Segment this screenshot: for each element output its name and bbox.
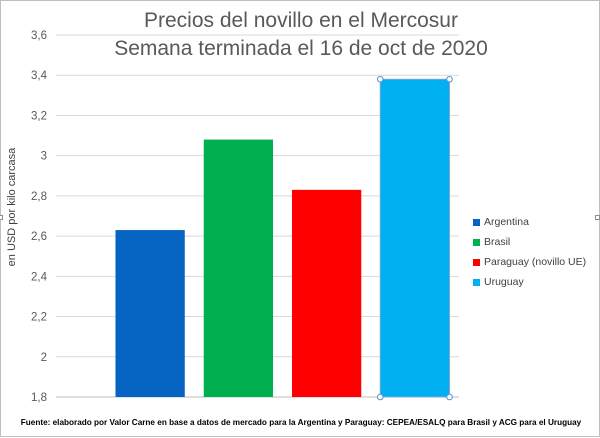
y-tick-label: 3,4 bbox=[31, 70, 48, 82]
legend-label: Argentina bbox=[484, 216, 529, 228]
resize-handle-left[interactable] bbox=[0, 215, 3, 220]
legend-label: Brasil bbox=[484, 236, 511, 248]
legend-label: Paraguay (novillo UE) bbox=[484, 256, 587, 268]
bar-brasil[interactable] bbox=[203, 139, 274, 398]
bar-uruguay[interactable] bbox=[379, 78, 451, 398]
chart-subtitle: Semana terminada el 16 de oct de 2020 bbox=[114, 37, 488, 60]
legend-swatch bbox=[473, 278, 480, 286]
selection-handle[interactable] bbox=[446, 75, 453, 83]
y-tick-label: 2 bbox=[41, 352, 47, 364]
chart-title: Precios del novillo en el Mercosur bbox=[144, 9, 458, 32]
legend-swatch bbox=[473, 218, 480, 226]
y-tick-label: 3 bbox=[41, 151, 47, 163]
y-tick-label: 1,8 bbox=[31, 392, 47, 404]
legend-label: Uruguay bbox=[484, 276, 524, 288]
y-tick-label: 3,6 bbox=[31, 30, 47, 42]
legend-item-paraguay[interactable]: Paraguay (novillo UE) bbox=[473, 252, 586, 272]
y-tick-label: 2,6 bbox=[31, 231, 47, 243]
y-tick-label: 2,8 bbox=[31, 191, 47, 203]
legend-swatch bbox=[473, 238, 480, 246]
source-note: Fuente: elaborado por Valor Carne en bas… bbox=[20, 418, 582, 427]
bar-argentina[interactable] bbox=[115, 230, 185, 397]
y-tick-label: 3,2 bbox=[31, 110, 47, 122]
selection-handle[interactable] bbox=[376, 393, 384, 401]
legend[interactable]: Argentina Brasil Paraguay (novillo UE) U… bbox=[473, 212, 586, 292]
legend-swatch bbox=[473, 258, 480, 266]
y-tick-label: 2,2 bbox=[31, 312, 47, 324]
legend-item-brasil[interactable]: Brasil bbox=[473, 232, 586, 252]
bar-paraguay[interactable] bbox=[291, 189, 362, 397]
legend-item-uruguay[interactable]: Uruguay bbox=[473, 272, 586, 292]
selection-handle[interactable] bbox=[376, 75, 384, 83]
legend-item-argentina[interactable]: Argentina bbox=[473, 212, 586, 232]
selection-handle[interactable] bbox=[446, 393, 453, 401]
resize-handle-right[interactable] bbox=[595, 215, 600, 220]
y-tick-label: 2,4 bbox=[31, 271, 48, 283]
